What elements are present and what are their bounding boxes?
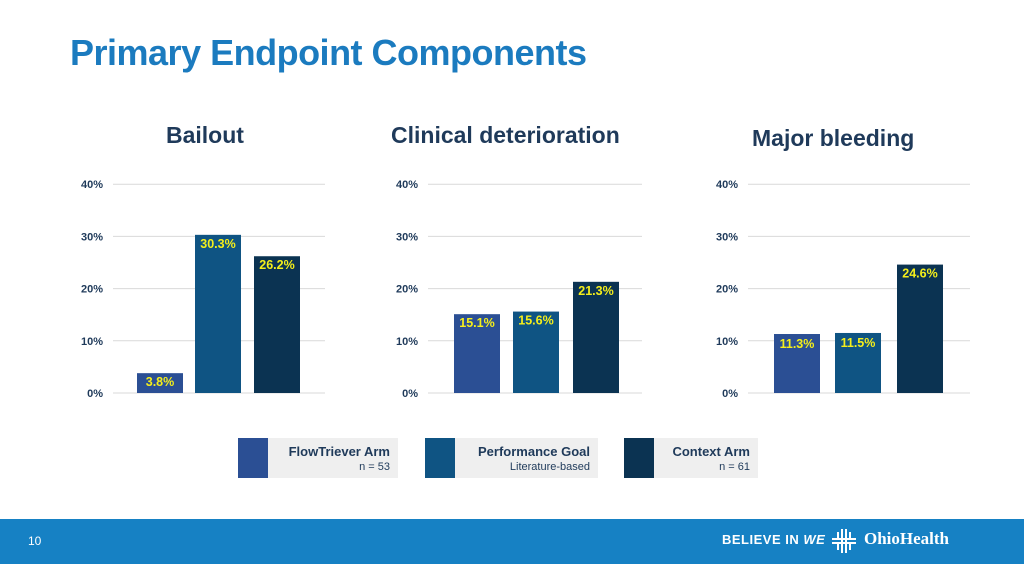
- footer-bar: 10 BELIEVE IN WE OhioHealth: [0, 519, 1024, 564]
- bar-bailout-3: [254, 256, 300, 393]
- y-tick-label: 40%: [716, 179, 738, 191]
- bar-major-bleeding-1: [774, 334, 820, 393]
- y-tick-label: 10%: [81, 336, 103, 348]
- legend-note-flowtriever: n = 53: [359, 461, 390, 473]
- y-tick-label: 30%: [396, 231, 418, 243]
- bar-clinical-deterioration-3: [573, 281, 619, 393]
- legend-note-performance-goal: Literature-based: [509, 461, 590, 473]
- chart-title-major-bleeding: Major bleeding: [752, 125, 915, 151]
- y-tick-label: 40%: [396, 179, 418, 191]
- legend-swatch-flowtriever: [238, 438, 268, 478]
- legend-swatch-performance-goal: [425, 438, 455, 478]
- ohiohealth-cross-logo-icon: [832, 529, 856, 553]
- y-tick-label: 40%: [81, 179, 103, 191]
- legend-label-flowtriever: FlowTriever Arm: [288, 444, 390, 459]
- y-tick-label: 0%: [722, 388, 738, 400]
- bar-major-bleeding-2: [835, 332, 881, 393]
- y-tick-label: 10%: [396, 336, 418, 348]
- tagline-emphasis: WE: [803, 532, 826, 547]
- data-label: 26.2%: [259, 258, 294, 272]
- slide-title: Primary Endpoint Components: [70, 32, 587, 73]
- data-label: 11.5%: [841, 336, 876, 350]
- data-label: 21.3%: [578, 284, 613, 298]
- legend-item-performance-goal: Performance Goal Literature-based: [425, 438, 598, 478]
- bar-bailout-2: [195, 234, 241, 393]
- legend-note-context-arm: n = 61: [719, 461, 750, 473]
- y-tick-label: 20%: [396, 284, 418, 296]
- page-number: 10: [28, 534, 42, 548]
- y-tick-label: 30%: [716, 231, 738, 243]
- legend-swatch-context-arm: [624, 438, 654, 478]
- data-label: 30.3%: [200, 237, 235, 251]
- y-tick-label: 10%: [716, 336, 738, 348]
- data-label: 24.6%: [902, 267, 937, 281]
- data-label: 11.3%: [780, 337, 815, 351]
- bar-charts: 0% 10% 20% 30% 40% 3.8% 30.3% 26.2% 0% 10% 20% 30% 4…: [81, 179, 970, 400]
- bar-clinical-deterioration-1: [454, 314, 500, 393]
- brand-name: OhioHealth: [864, 529, 950, 548]
- chart-title-bailout: Bailout: [166, 122, 244, 148]
- bar-bailout-1: [137, 373, 183, 393]
- y-tick-label: 20%: [716, 284, 738, 296]
- tagline-prefix: BELIEVE IN: [722, 532, 804, 547]
- bar-clinical-deterioration-2: [513, 311, 559, 393]
- bar-major-bleeding-3: [897, 264, 943, 393]
- data-label: 3.8%: [146, 375, 175, 389]
- y-tick-label: 30%: [81, 231, 103, 243]
- y-tick-label: 0%: [402, 388, 418, 400]
- y-tick-label: 0%: [87, 388, 103, 400]
- data-label: 15.6%: [518, 314, 553, 328]
- footer-tagline: BELIEVE IN WE: [722, 532, 825, 547]
- chart-title-clinical-deterioration: Clinical deterioration: [391, 122, 620, 148]
- y-tick-label: 20%: [81, 284, 103, 296]
- legend-label-context-arm: Context Arm: [672, 444, 750, 459]
- legend-item-flowtriever: FlowTriever Arm n = 53: [238, 438, 398, 478]
- data-label: 15.1%: [459, 316, 494, 330]
- legend-item-context-arm: Context Arm n = 61: [624, 438, 758, 478]
- legend-label-performance-goal: Performance Goal: [478, 444, 590, 459]
